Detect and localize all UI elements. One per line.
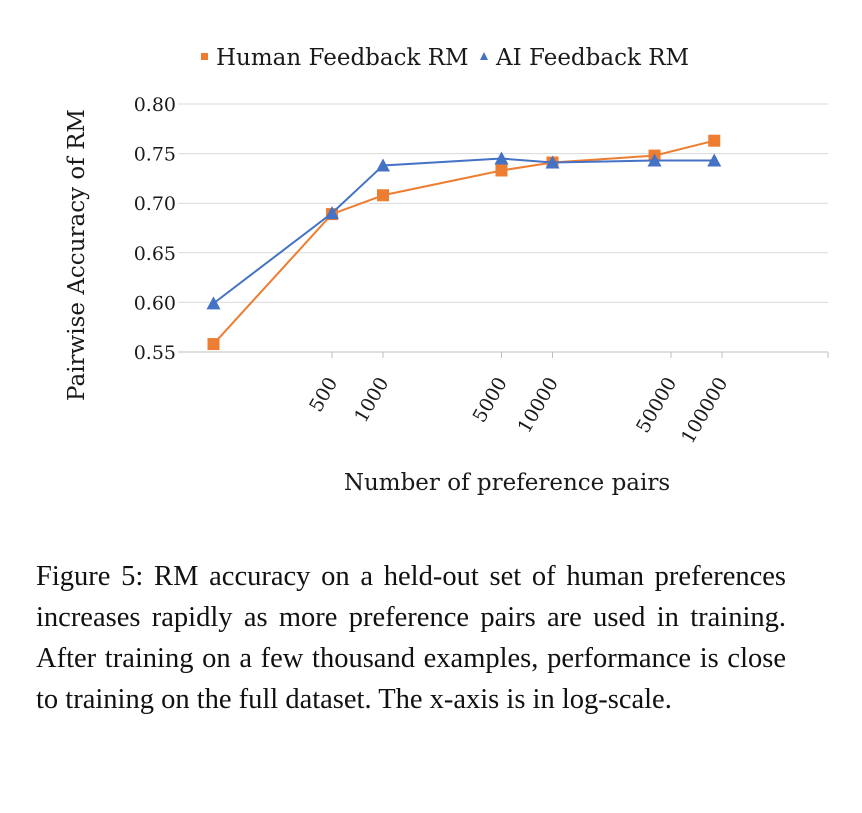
- legend-label-human: Human Feedback RM: [216, 45, 469, 71]
- accuracy-line-chart: Human Feedback RM AI Feedback RM 0.80 0.7…: [64, 45, 829, 496]
- data-point-human: [207, 338, 220, 351]
- series-line-human: [212, 139, 715, 345]
- x-tick-label: 10000: [514, 374, 563, 437]
- y-tick-label: 0.80: [134, 94, 176, 116]
- legend-marker-human: [201, 53, 208, 60]
- x-tick-label: 5000: [469, 374, 512, 427]
- legend-marker-ai: [480, 52, 488, 60]
- data-point-ai: [494, 151, 509, 165]
- data-point-human: [708, 134, 721, 147]
- figure-caption: Figure 5: RM accuracy on a held-out set …: [36, 561, 786, 715]
- legend-label-ai: AI Feedback RM: [495, 45, 689, 71]
- data-point-ai: [707, 153, 722, 167]
- data-point-ai: [376, 158, 390, 172]
- data-point-ai: [545, 155, 560, 169]
- y-axis-ticks: 0.80 0.75 0.70 0.65 0.60 0.55: [134, 94, 176, 364]
- x-tick-label: 500: [305, 374, 342, 416]
- data-point-ai: [206, 296, 221, 310]
- x-tick-label: 100000: [677, 374, 732, 448]
- y-tick-label: 0.70: [134, 193, 176, 215]
- chart-gridlines: [178, 103, 829, 358]
- data-point-human: [377, 189, 389, 202]
- series-line-ai: [212, 157, 715, 305]
- chart-legend: Human Feedback RM AI Feedback RM: [201, 45, 689, 71]
- y-tick-label: 0.60: [134, 292, 176, 314]
- x-tick-label: 1000: [350, 374, 393, 427]
- y-tick-label: 0.65: [134, 243, 176, 265]
- y-tick-label: 0.55: [134, 342, 176, 364]
- x-tick-label: 50000: [632, 374, 681, 437]
- y-tick-label: 0.75: [134, 144, 176, 166]
- chart-series: [206, 134, 722, 351]
- data-point-human: [495, 164, 508, 177]
- x-axis-label: Number of preference pairs: [344, 470, 670, 496]
- data-point-ai: [647, 153, 662, 167]
- y-axis-label: Pairwise Accuracy of RM: [64, 109, 90, 401]
- data-point-ai: [324, 206, 339, 220]
